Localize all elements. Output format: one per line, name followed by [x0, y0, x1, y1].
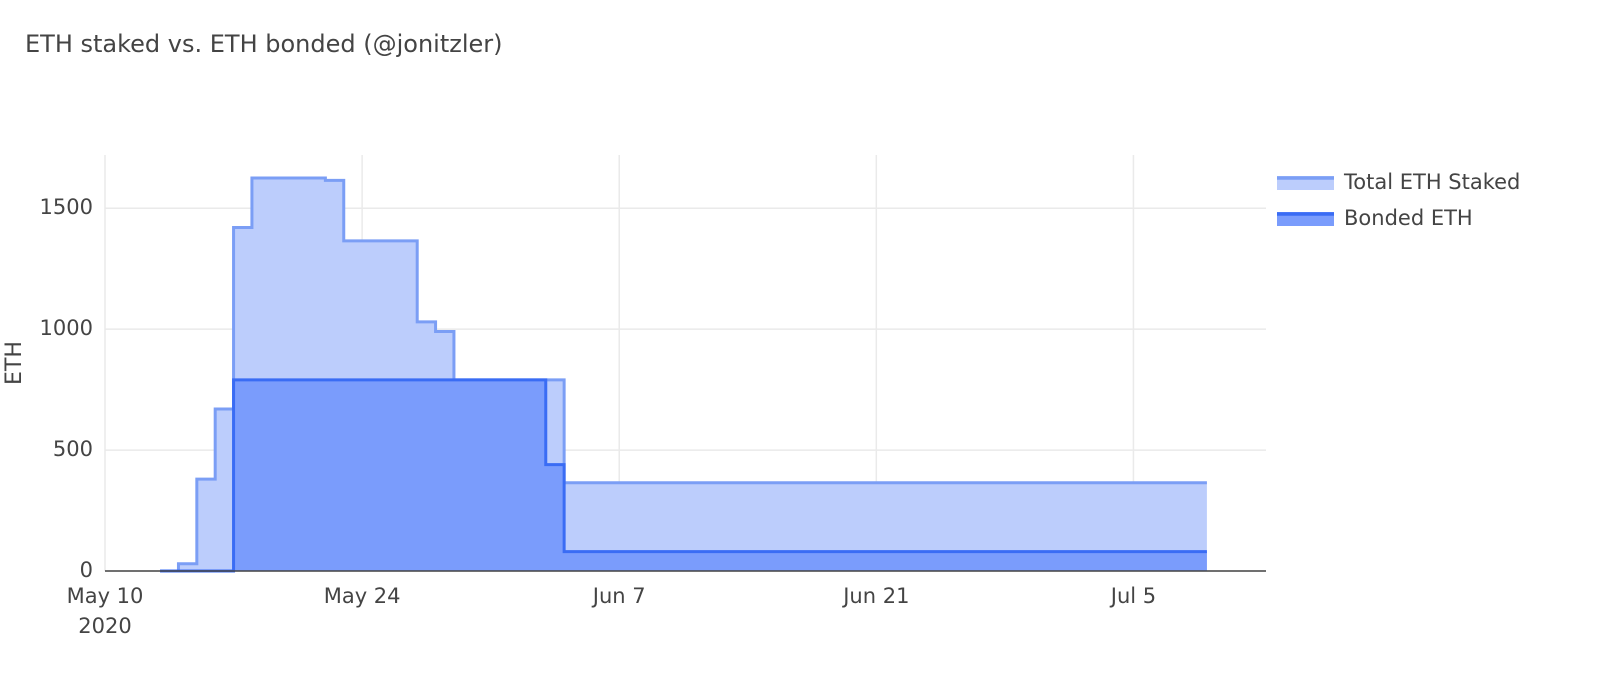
y-tick-label: 0: [80, 558, 93, 582]
series-line: [160, 378, 1207, 573]
legend-label: Total ETH Staked: [1343, 170, 1520, 194]
x-tick-label: May 10 2020: [67, 584, 144, 638]
series-line: [160, 176, 1207, 573]
y-axis-title: ETH: [2, 341, 27, 385]
y-tick-label: 500: [53, 437, 93, 461]
chart-title: ETH staked vs. ETH bonded (@jonitzler): [25, 30, 503, 58]
series-area: [160, 379, 1207, 571]
y-tick-label: 1500: [40, 195, 93, 219]
legend-label: Bonded ETH: [1344, 206, 1473, 230]
x-tick-label: Jun 21: [841, 584, 909, 608]
x-tick-label: Jul 5: [1109, 584, 1156, 608]
x-tick-label: May 24: [324, 584, 401, 608]
x-tick-label: Jun 7: [591, 584, 646, 608]
y-tick-label: 1000: [40, 316, 93, 340]
